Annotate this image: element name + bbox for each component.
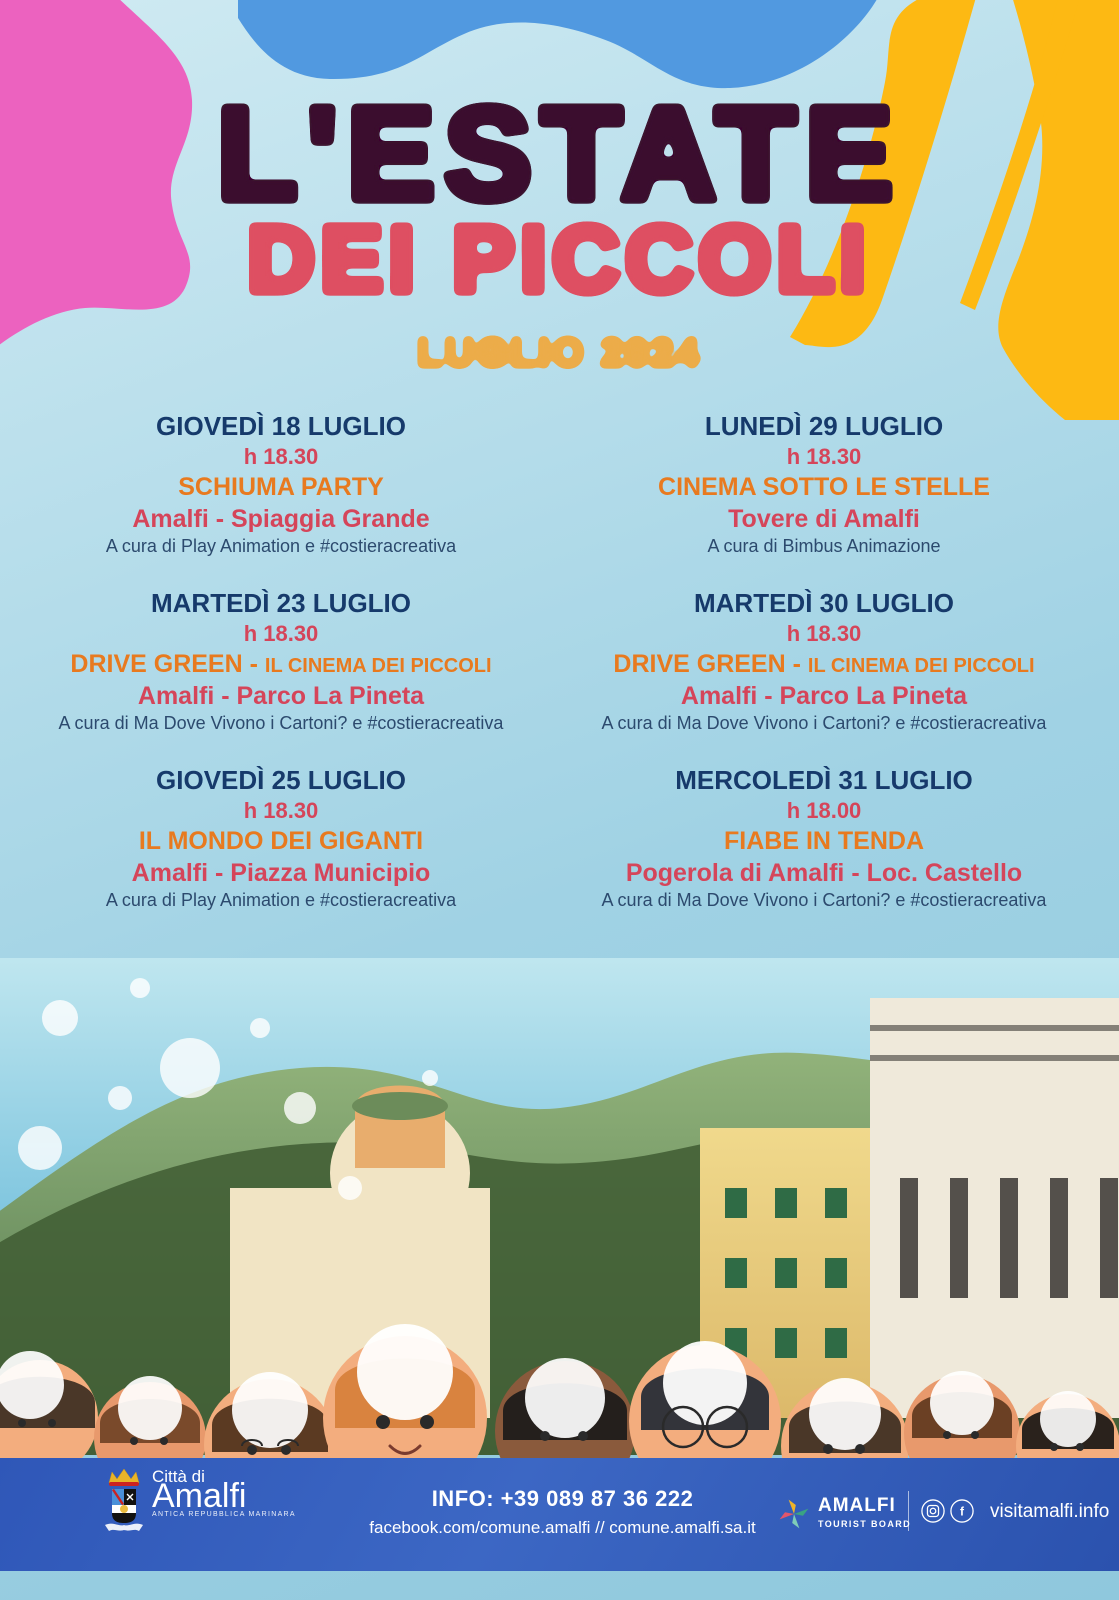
svg-text:f: f <box>960 1505 965 1519</box>
